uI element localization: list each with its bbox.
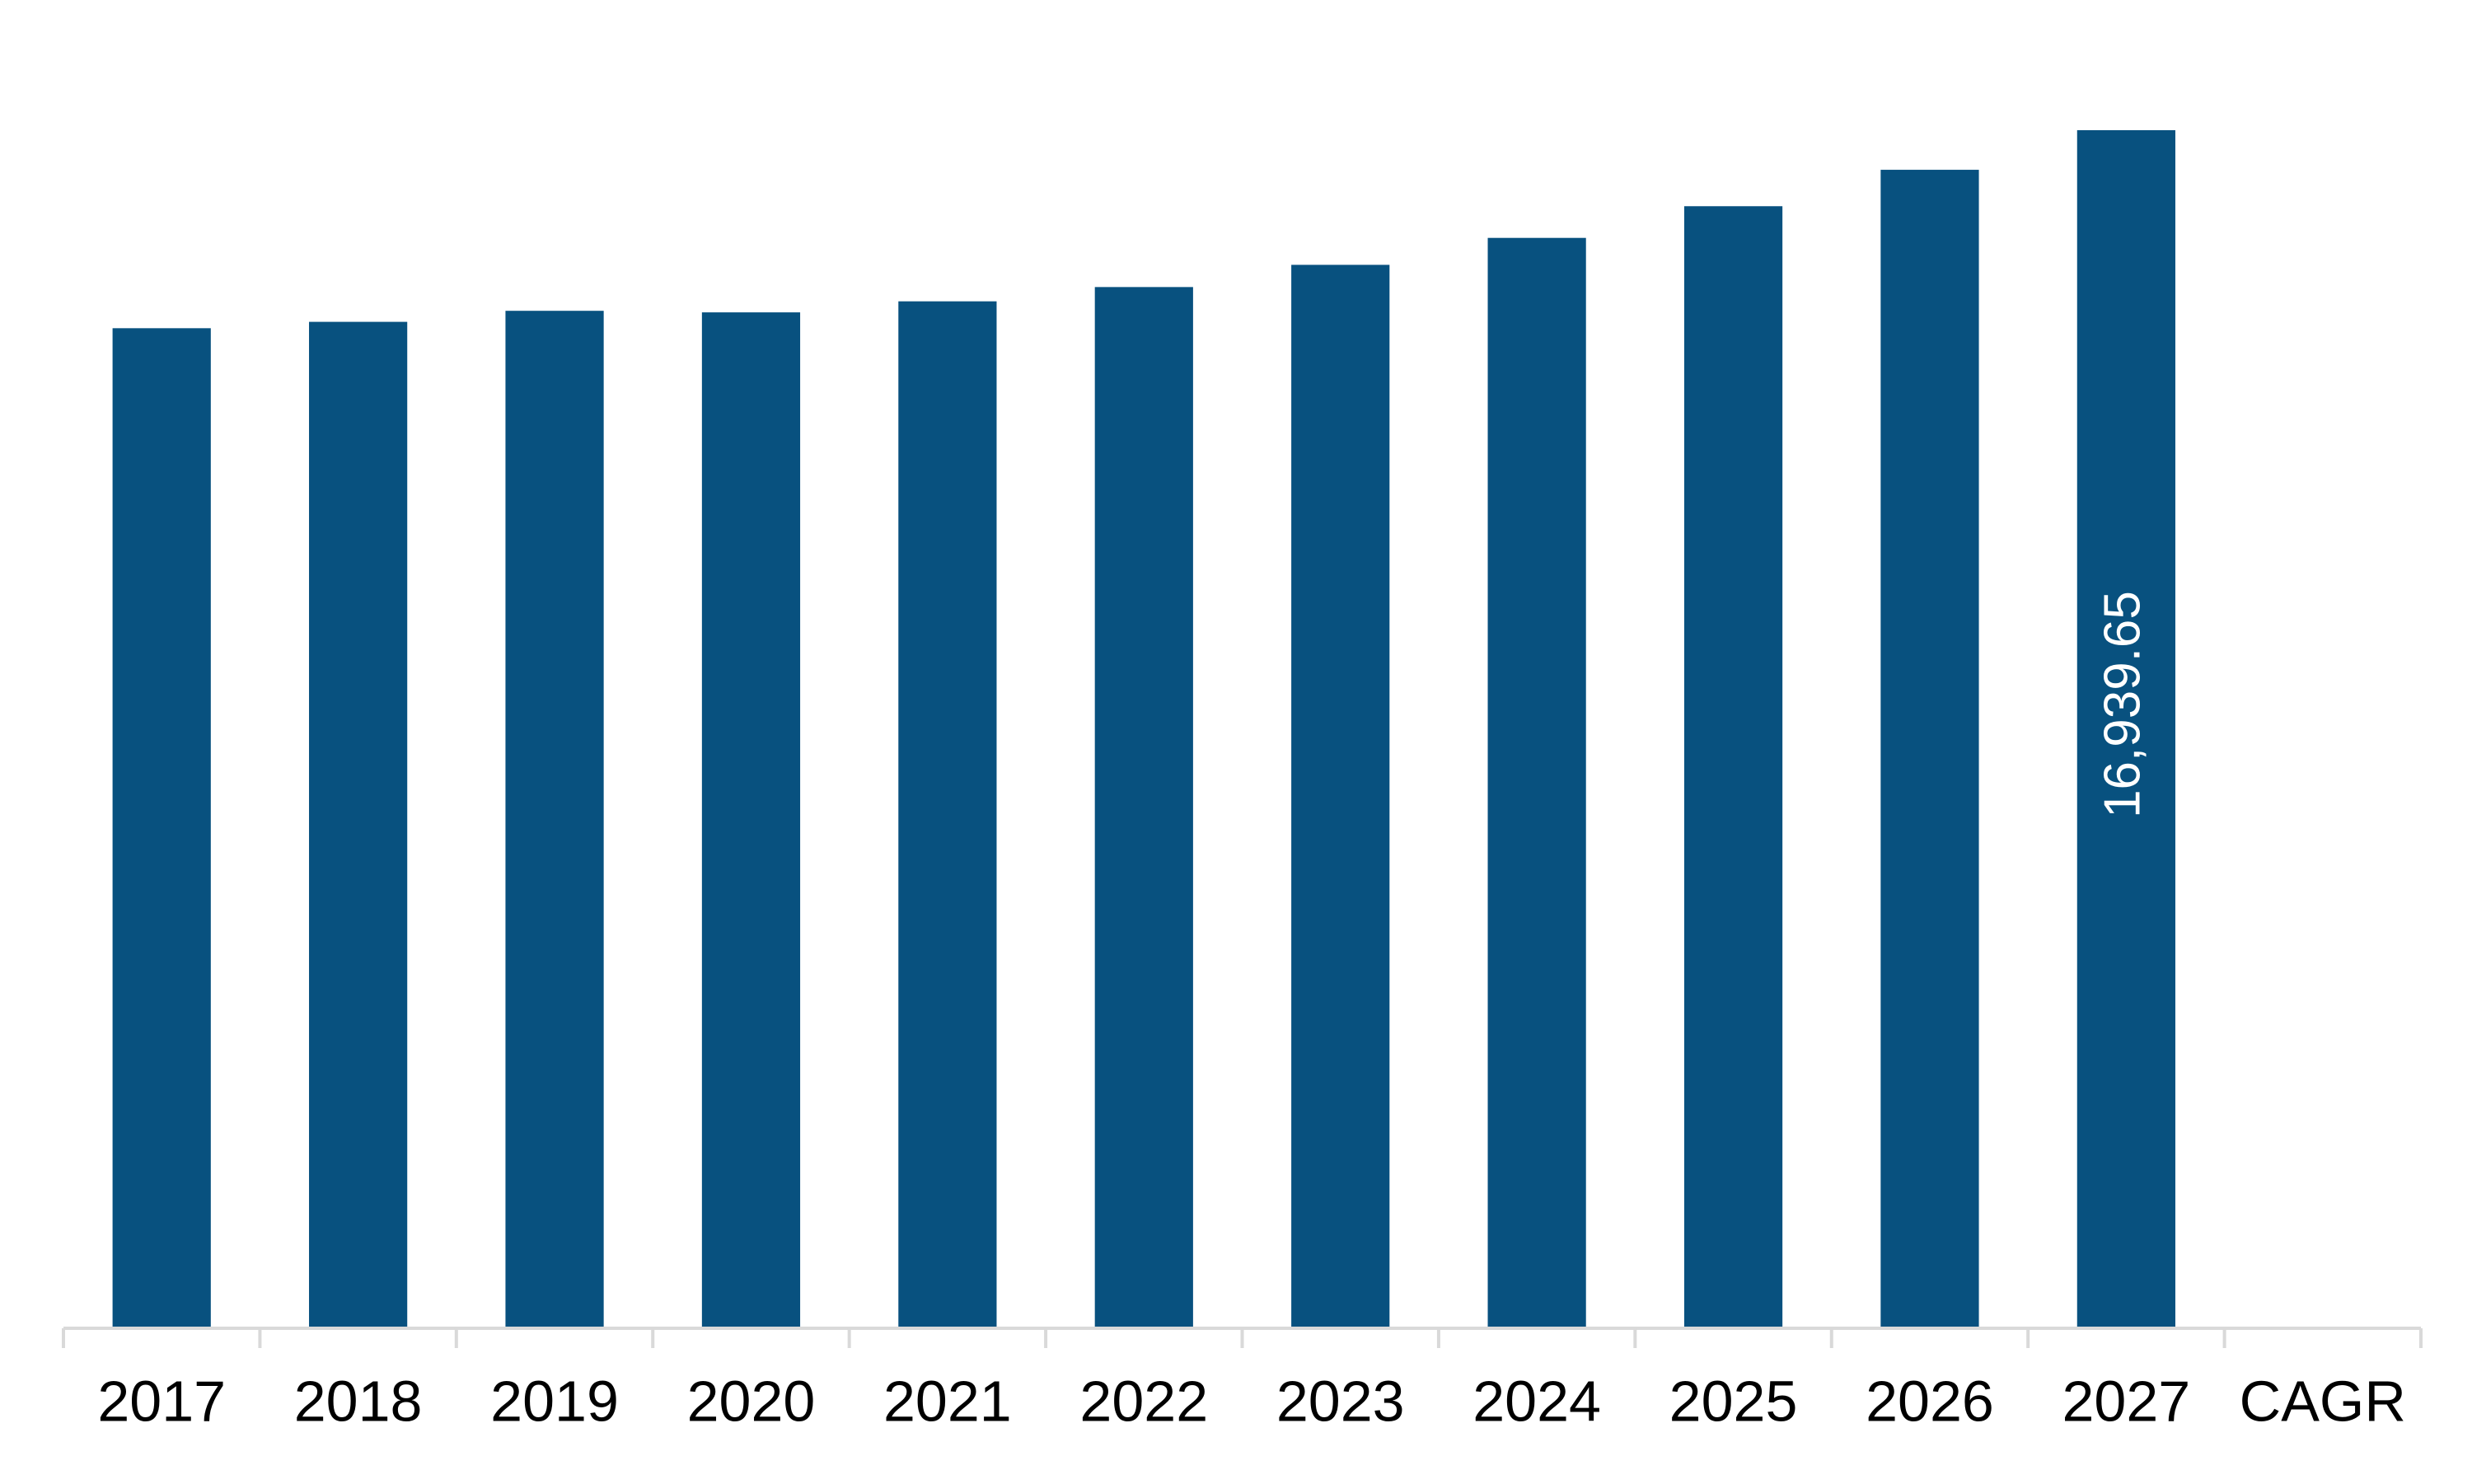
x-tick-label: 2020	[687, 1369, 816, 1433]
bar	[1487, 237, 1586, 1328]
x-tick-label: 2018	[294, 1369, 423, 1433]
bar	[1683, 206, 1783, 1329]
data-label: 16,939.65	[2095, 591, 2151, 818]
bar	[2076, 130, 2175, 1328]
x-tick-label: 2026	[1866, 1369, 1994, 1433]
bar	[505, 311, 604, 1328]
bar	[309, 321, 408, 1328]
x-tick-label: 2021	[883, 1369, 1012, 1433]
x-tick-label: 2022	[1079, 1369, 1208, 1433]
bar	[1094, 287, 1193, 1328]
x-tick-label: 2023	[1276, 1369, 1405, 1433]
x-tick-label: 2019	[490, 1369, 619, 1433]
bar	[1880, 170, 1979, 1328]
bar	[701, 312, 801, 1329]
x-tick-label: 2025	[1669, 1369, 1798, 1433]
bar	[1291, 264, 1390, 1328]
bar	[898, 301, 997, 1329]
bar	[112, 328, 211, 1329]
x-tick-label: 2017	[97, 1369, 226, 1433]
x-tick-label: 2024	[1472, 1369, 1601, 1433]
x-tick-label: 2027	[2062, 1369, 2191, 1433]
x-tick-label: CAGR	[2240, 1369, 2406, 1433]
